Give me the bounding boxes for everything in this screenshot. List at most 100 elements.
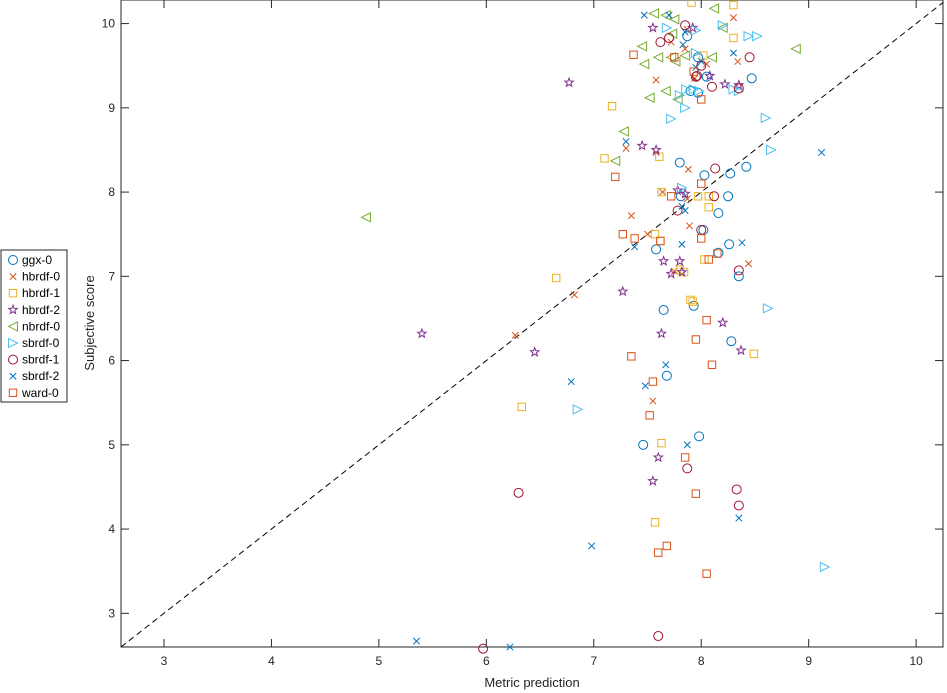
point-ggx-0 [701, 71, 712, 82]
point-sbrdf-0 [762, 303, 774, 314]
point-hbrdf-0 [703, 60, 711, 68]
point-nbrdf-0 [360, 212, 371, 223]
point-hbrdf-2 [704, 69, 716, 81]
data-points [360, 0, 831, 654]
y-axis-label: Subjective score [82, 275, 97, 370]
point-hbrdf-1 [517, 402, 526, 412]
point-ward-0 [611, 172, 620, 182]
point-sbrdf-0 [743, 30, 755, 42]
legend: ggx-0 hbrdf-0 hbrdf-1 hbrdf-2 nbrdf-0 sbrdf-0… [0, 249, 68, 403]
point-nbrdf-0 [679, 50, 691, 61]
point-nbrdf-0 [671, 94, 683, 105]
point-ggx-0 [733, 271, 744, 282]
point-nbrdf-0 [660, 9, 671, 21]
point-hbrdf-1 [686, 295, 695, 305]
x-tick-label: 10 [909, 654, 923, 668]
point-sbrdf-1 [653, 631, 664, 642]
x-tick-label: 8 [698, 654, 705, 668]
point-sbrdf-1 [733, 500, 744, 511]
point-hbrdf-1 [687, 0, 696, 7]
legend-label-hbrdf-2: hbrdf-2 [22, 303, 60, 317]
point-nbrdf-0 [660, 85, 671, 97]
point-sbrdf-0 [728, 83, 740, 95]
point-hbrdf-1 [693, 192, 703, 201]
point-sbrdf-2 [697, 57, 705, 66]
point-sbrdf-0 [661, 22, 673, 34]
point-nbrdf-0 [636, 41, 648, 52]
point-hbrdf-2 [647, 475, 659, 486]
point-ward-0 [618, 230, 627, 239]
point-sbrdf-0 [674, 89, 686, 101]
point-ward-0 [702, 569, 711, 578]
point-hbrdf-2 [719, 78, 731, 90]
point-sbrdf-0 [666, 113, 677, 125]
point-hbrdf-2 [674, 255, 686, 266]
x-axis-label: Metric prediction [484, 675, 579, 690]
point-hbrdf-2 [679, 187, 691, 199]
point-hbrdf-2 [735, 344, 747, 356]
point-sbrdf-2 [681, 28, 689, 36]
point-hbrdf-2 [717, 316, 729, 328]
point-sbrdf-1 [672, 205, 683, 216]
point-sbrdf-2 [631, 243, 639, 251]
point-ggx-0 [682, 31, 693, 42]
point-ward-0 [630, 234, 639, 243]
point-hbrdf-1 [657, 438, 666, 448]
point-sbrdf-2 [588, 542, 596, 550]
point-sbrdf-2 [678, 240, 686, 248]
point-sbrdf-2 [506, 643, 514, 651]
point-sbrdf-2 [622, 137, 630, 146]
series-sbrdf-2 [412, 11, 826, 651]
point-sbrdf-0 [752, 30, 763, 42]
point-hbrdf-1 [657, 187, 666, 197]
point-sbrdf-2 [683, 441, 691, 449]
series-hbrdf-2 [416, 21, 747, 486]
point-sbrdf-2 [681, 207, 689, 215]
point-ggx-0 [638, 439, 649, 450]
identity-reference-line [120, 2, 944, 648]
point-sbrdf-1 [731, 484, 742, 495]
series-ggx-0 [638, 31, 757, 450]
point-ward-0 [648, 377, 658, 386]
point-hbrdf-0 [684, 165, 692, 173]
legend-label-hbrdf-0: hbrdf-0 [22, 270, 60, 284]
legend-marker-sbrdf-1 [8, 354, 18, 365]
point-hbrdf-1 [688, 297, 697, 306]
point-hbrdf-0 [734, 57, 742, 66]
point-ggx-0 [741, 161, 752, 172]
point-hbrdf-1 [729, 0, 738, 10]
plot-area [120, 0, 944, 648]
point-hbrdf-0 [627, 212, 635, 220]
point-hbrdf-0 [685, 222, 693, 230]
point-sbrdf-2 [679, 41, 687, 49]
y-tick-label: 10 [102, 17, 116, 31]
point-nbrdf-0 [644, 92, 655, 104]
point-nbrdf-0 [618, 126, 629, 137]
point-sbrdf-0 [819, 561, 831, 573]
point-ggx-0 [713, 208, 724, 219]
point-sbrdf-2 [735, 514, 743, 522]
x-tick-label: 3 [161, 654, 168, 668]
point-hbrdf-1 [704, 203, 713, 212]
legend-label-ward-0: ward-0 [21, 386, 59, 400]
point-nbrdf-0 [706, 51, 717, 63]
point-hbrdf-0 [649, 397, 657, 405]
legend-marker-ggx-0 [8, 255, 18, 265]
point-ward-0 [702, 315, 711, 325]
point-hbrdf-0 [622, 144, 630, 152]
point-sbrdf-0 [694, 85, 705, 97]
y-tick-label: 3 [108, 606, 115, 620]
point-sbrdf-1 [744, 52, 755, 63]
point-sbrdf-2 [818, 148, 826, 157]
point-hbrdf-2 [665, 267, 677, 279]
legend-label-sbrdf-1: sbrdf-1 [22, 353, 60, 367]
y-tick-label: 8 [108, 185, 115, 199]
point-sbrdf-1 [664, 32, 674, 43]
point-nbrdf-0 [638, 58, 650, 70]
legend-marker-hbrdf-0 [9, 273, 17, 281]
series-hbrdf-1 [517, 0, 759, 527]
y-axis-ticks: 3 4 5 6 7 8 9 10 [102, 17, 943, 620]
point-sbrdf-1 [682, 463, 693, 474]
point-hbrdf-0 [681, 45, 689, 53]
